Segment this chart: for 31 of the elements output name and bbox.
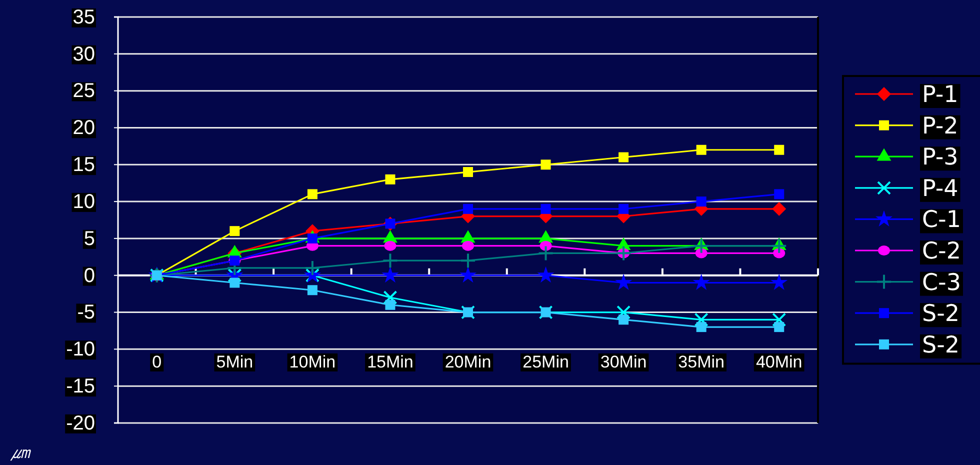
y-tick-label: 35 <box>72 6 95 28</box>
x-tick-label: 30Min <box>600 352 647 372</box>
x-tick-label: 35Min <box>678 352 724 372</box>
legend-label: P-1 <box>922 82 958 108</box>
legend-label: C-3 <box>922 270 961 296</box>
x-tick-label: 15Min <box>367 352 414 372</box>
y-tick-label: 30 <box>72 43 95 66</box>
y-tick-label: 15 <box>72 154 95 176</box>
legend-label: C-2 <box>922 238 961 264</box>
legend-label: S-2 <box>922 332 960 358</box>
y-tick-label: 10 <box>72 190 95 213</box>
y-tick-label: -15 <box>66 375 95 398</box>
y-tick-label: 5 <box>84 228 95 250</box>
x-tick-label: 5Min <box>216 352 254 372</box>
y-tick-label: 20 <box>72 117 95 140</box>
y-axis-title: ㎛ <box>10 439 31 463</box>
x-tick-label: 0 <box>152 352 162 372</box>
x-tick-label: 10Min <box>289 352 336 372</box>
legend-label: S-2 <box>922 301 960 328</box>
y-tick-label: -20 <box>66 412 95 434</box>
legend-label: P-2 <box>922 113 958 140</box>
y-tick-label: -10 <box>66 338 95 361</box>
legend-label: C-1 <box>922 207 961 234</box>
y-tick-label: 0 <box>84 264 95 287</box>
x-tick-label: 25Min <box>522 352 569 372</box>
legend-label: P-3 <box>922 144 958 171</box>
legend-label: P-4 <box>922 176 958 202</box>
y-tick-label: 25 <box>72 80 95 102</box>
x-tick-label: 20Min <box>444 352 492 372</box>
x-tick-label: 40Min <box>756 352 802 372</box>
y-tick-label: -5 <box>77 302 95 324</box>
